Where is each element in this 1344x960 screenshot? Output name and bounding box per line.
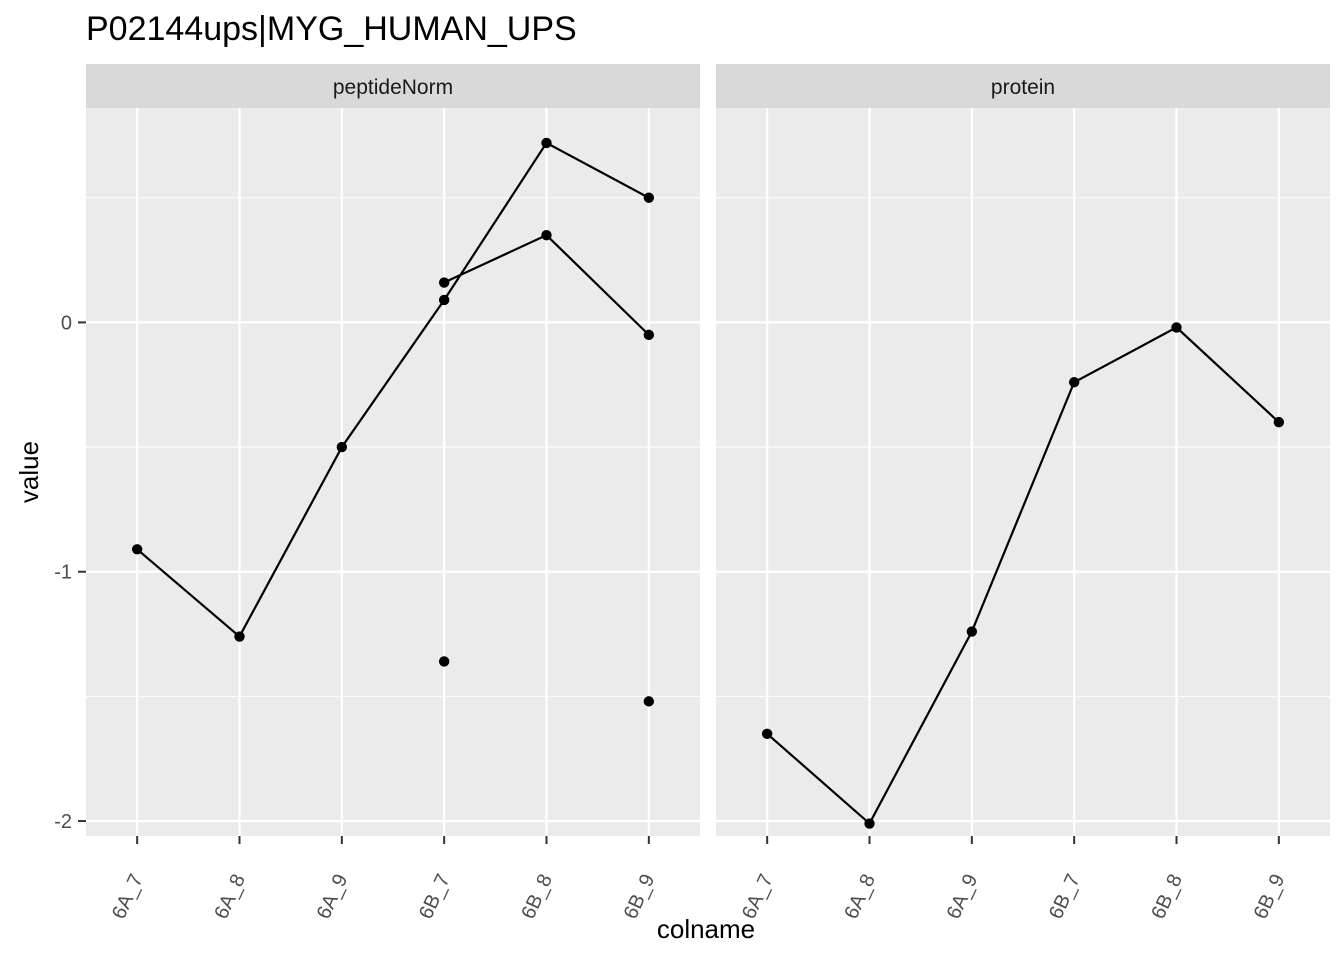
series-line: [766, 326, 1280, 826]
x-tick-label: 6B_9: [1250, 871, 1290, 923]
x-tick-label: 6B_8: [1147, 871, 1187, 923]
facet-strip-label: peptideNorm: [333, 76, 453, 99]
data-point: [864, 818, 875, 829]
x-tick-label: 6A_8: [840, 871, 880, 923]
data-point: [1171, 322, 1182, 333]
data-point: [541, 229, 552, 241]
data-point: [131, 544, 143, 555]
y-tick-label: -1: [54, 562, 72, 584]
x-tick-label: 6A_9: [313, 871, 353, 923]
y-axis: 0 -1 -2: [54, 312, 86, 833]
panel-background: [716, 108, 1330, 836]
x-tick-label: 6A_7: [108, 871, 148, 923]
y-tick-label: 0: [61, 312, 72, 334]
facet-strip: [716, 64, 1330, 108]
x-axis-title: colname: [657, 914, 755, 944]
data-point: [1273, 416, 1285, 428]
data-point: [438, 656, 450, 667]
data-point: [438, 294, 450, 306]
data-point: [643, 192, 655, 203]
x-tick-label: 6A_8: [210, 871, 250, 923]
x-tick-label: 6B_9: [620, 871, 660, 923]
data-point: [541, 137, 552, 149]
x-tick-label: 6B_7: [1045, 871, 1085, 923]
data-point: [761, 728, 773, 739]
data-point: [966, 626, 978, 637]
y-axis-title: value: [14, 441, 44, 503]
data-point: [234, 631, 245, 642]
panel-background: [86, 108, 700, 836]
data-point: [336, 441, 348, 453]
data-point: [1068, 377, 1080, 388]
chart-title: P02144ups|MYG_HUMAN_UPS: [86, 10, 577, 48]
data-point: [643, 696, 655, 707]
series-line: [136, 141, 650, 639]
facet-strip: [86, 64, 700, 108]
facet-strip-label: protein: [991, 76, 1055, 99]
x-tick-label: 6B_7: [415, 871, 455, 923]
facet-panel-peptideNorm: peptideNorm 6A_7 6A_8 6A_9 6B_7 6B_8 6B_9: [86, 64, 700, 922]
x-tick-label: 6A_9: [943, 871, 983, 923]
x-tick-label: 6B_8: [517, 871, 557, 923]
data-point: [438, 277, 450, 288]
facet-panels: peptideNorm 6A_7 6A_8 6A_9 6B_7 6B_8 6B_9 prote…: [86, 64, 1330, 922]
data-point: [643, 329, 655, 341]
y-tick-label: -2: [54, 811, 72, 833]
